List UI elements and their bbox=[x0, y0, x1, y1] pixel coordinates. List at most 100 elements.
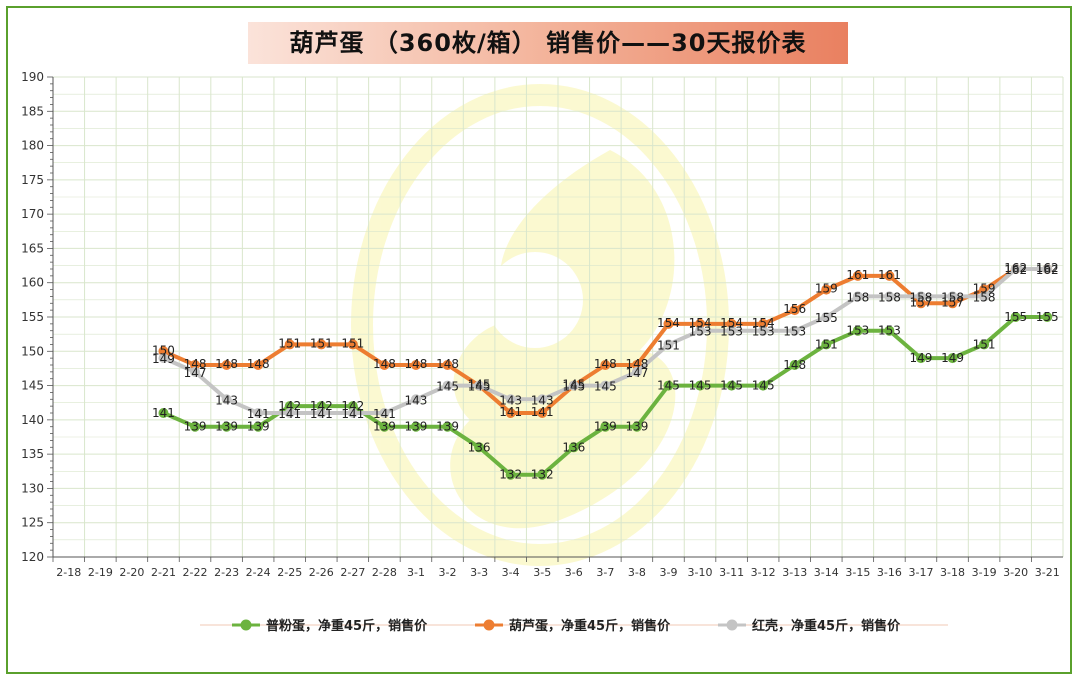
x-tick-label: 2-23 bbox=[214, 566, 239, 579]
x-tick-label: 3-14 bbox=[814, 566, 839, 579]
data-point bbox=[284, 339, 295, 350]
data-label: 159 bbox=[973, 282, 996, 296]
x-tick-label: 3-19 bbox=[972, 566, 997, 579]
data-point bbox=[789, 360, 800, 370]
data-label: 158 bbox=[973, 290, 996, 304]
y-tick-label: 155 bbox=[21, 310, 44, 324]
data-point bbox=[915, 291, 926, 302]
x-tick-label: 2-27 bbox=[340, 566, 365, 579]
data-label: 148 bbox=[594, 357, 617, 371]
y-tick-label: 125 bbox=[21, 516, 44, 530]
data-point bbox=[758, 318, 769, 329]
data-point bbox=[221, 360, 232, 370]
data-point bbox=[253, 408, 264, 418]
y-tick-label: 150 bbox=[21, 344, 44, 358]
data-point bbox=[663, 318, 674, 329]
x-tick-label: 3-2 bbox=[439, 566, 457, 579]
data-label: 148 bbox=[215, 357, 238, 371]
data-label: 139 bbox=[405, 420, 428, 434]
x-tick-label: 3-16 bbox=[877, 566, 902, 579]
data-point bbox=[821, 312, 832, 322]
data-label: 158 bbox=[878, 290, 901, 304]
data-label: 148 bbox=[405, 357, 428, 371]
axes: 120 125 130 135 140 145 150 155 160 165 170 175 180 1… bbox=[21, 70, 1063, 579]
data-point bbox=[379, 408, 390, 418]
data-label: 161 bbox=[878, 268, 901, 282]
x-tick-label: 3-5 bbox=[533, 566, 551, 579]
data-point bbox=[947, 298, 958, 309]
data-label: 139 bbox=[247, 420, 270, 434]
data-point bbox=[221, 421, 232, 432]
x-tick-label: 2-19 bbox=[88, 566, 113, 579]
data-label: 148 bbox=[247, 357, 270, 371]
data-label: 139 bbox=[184, 420, 207, 434]
data-point bbox=[1042, 312, 1053, 322]
data-label: 154 bbox=[720, 316, 743, 330]
data-point bbox=[410, 360, 421, 370]
data-point bbox=[979, 291, 990, 302]
data-label: 145 bbox=[468, 380, 491, 394]
data-point bbox=[347, 401, 358, 412]
data-point bbox=[379, 421, 390, 432]
data-label: 148 bbox=[184, 357, 207, 371]
chart-frame bbox=[6, 6, 1072, 674]
data-point bbox=[695, 325, 706, 336]
y-tick-label: 140 bbox=[21, 413, 44, 427]
y-tick-label: 160 bbox=[21, 276, 44, 290]
x-tick-label: 3-8 bbox=[628, 566, 646, 579]
data-point bbox=[979, 339, 990, 350]
data-label: 141 bbox=[152, 406, 175, 420]
data-point bbox=[505, 408, 516, 418]
data-label: 153 bbox=[720, 325, 743, 339]
data-point bbox=[190, 421, 201, 432]
data-point bbox=[789, 305, 800, 316]
data-point bbox=[947, 353, 958, 364]
x-tick-label: 2-28 bbox=[372, 566, 397, 579]
data-label: 141 bbox=[278, 407, 301, 421]
x-tick-label: 3-11 bbox=[719, 566, 744, 579]
data-point bbox=[821, 339, 832, 350]
data-point bbox=[505, 394, 516, 405]
data-label: 148 bbox=[625, 357, 648, 371]
data-point bbox=[253, 421, 264, 432]
data-point bbox=[474, 380, 485, 391]
data-point bbox=[410, 394, 421, 405]
legend-item: 葫芦蛋，净重45斤，销售价 bbox=[475, 618, 671, 634]
data-label: 153 bbox=[783, 325, 806, 339]
data-label: 145 bbox=[657, 379, 680, 393]
data-label: 154 bbox=[752, 316, 775, 330]
data-point bbox=[316, 339, 327, 350]
data-label: 148 bbox=[783, 358, 806, 372]
data-label: 136 bbox=[562, 440, 585, 454]
chart-title: 葫芦蛋 （360枚/箱） 销售价——30天报价表 bbox=[289, 29, 807, 57]
data-label: 142 bbox=[278, 399, 301, 413]
y-tick-label: 190 bbox=[21, 70, 44, 84]
data-label: 143 bbox=[531, 393, 554, 407]
data-point bbox=[284, 408, 295, 418]
data-point bbox=[600, 380, 611, 391]
data-label: 142 bbox=[310, 399, 333, 413]
y-tick-label: 135 bbox=[21, 447, 44, 461]
data-point bbox=[695, 318, 706, 329]
data-label: 141 bbox=[531, 405, 554, 419]
x-tick-label: 3-9 bbox=[659, 566, 677, 579]
series-layer bbox=[158, 264, 1053, 480]
x-tick-label: 2-24 bbox=[246, 566, 271, 579]
data-point bbox=[537, 469, 548, 480]
data-label: 143 bbox=[405, 393, 428, 407]
data-point bbox=[884, 325, 895, 336]
x-tick-label: 3-6 bbox=[565, 566, 583, 579]
data-point bbox=[726, 325, 737, 336]
legend: 普粉蛋，净重45斤，销售价 葫芦蛋，净重45斤，销售价 红壳，净重45斤，销售价 bbox=[200, 618, 948, 634]
data-point bbox=[158, 408, 169, 418]
data-point bbox=[631, 366, 642, 377]
data-label: 145 bbox=[689, 379, 712, 393]
legend-item: 普粉蛋，净重45斤，销售价 bbox=[232, 618, 428, 634]
data-label: 145 bbox=[436, 380, 459, 394]
y-tick-label: 145 bbox=[21, 379, 44, 393]
data-label: 158 bbox=[846, 290, 869, 304]
data-label: 132 bbox=[531, 468, 554, 482]
data-label: 141 bbox=[499, 405, 522, 419]
series-1 bbox=[158, 264, 1053, 418]
